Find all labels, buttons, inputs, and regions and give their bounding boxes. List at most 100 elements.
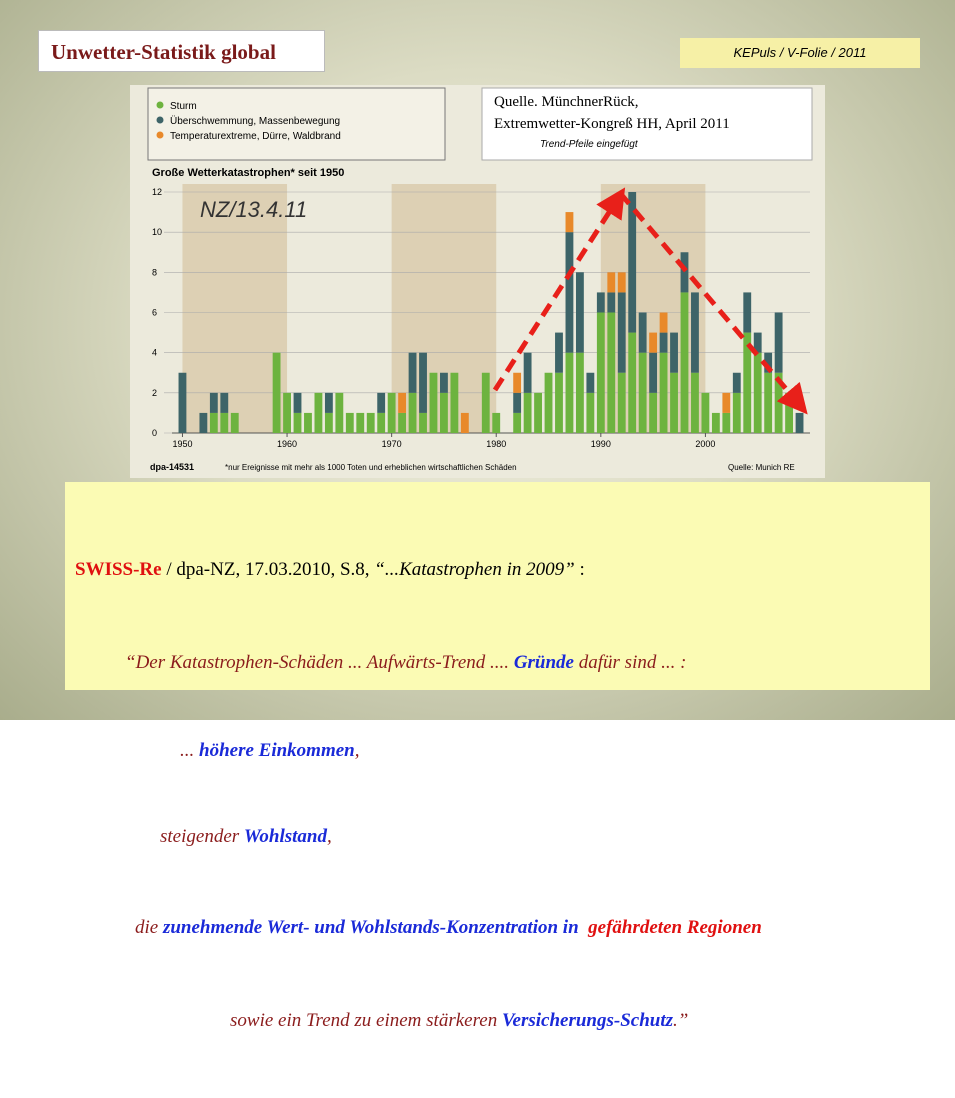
bar-segment	[409, 353, 417, 393]
legend-marker	[157, 117, 164, 124]
y-tick-label: 0	[152, 428, 157, 438]
text: Versicherungs-Schutz	[502, 1010, 673, 1031]
bar-segment	[670, 333, 678, 373]
bar-segment	[524, 393, 532, 433]
text: Wohlstand	[244, 826, 327, 847]
bar-segment	[691, 292, 699, 372]
bar-segment	[681, 252, 689, 292]
bar-segment	[199, 413, 207, 433]
bar-segment	[482, 373, 490, 433]
x-tick-label: 1980	[486, 439, 506, 449]
source-line: Extremwetter-Kongreß HH, April 2011	[494, 116, 730, 132]
bar-segment	[294, 413, 302, 433]
text: ...	[180, 740, 199, 761]
source-name: SWISS-Re	[75, 559, 162, 580]
quote-box: SWISS-Re / dpa-NZ, 17.03.2010, S.8, “...…	[65, 482, 930, 690]
bar-segment	[325, 413, 333, 433]
bar-segment	[566, 353, 574, 433]
bar-segment	[377, 413, 385, 433]
bar-segment	[419, 353, 427, 413]
bar-segment	[649, 393, 657, 433]
text: höhere Einkommen	[199, 740, 355, 761]
source-line: Quelle. MünchnerRück,	[494, 94, 639, 110]
slide-tag: KEPuls / V-Folie / 2011	[680, 38, 920, 68]
text: ,	[327, 826, 332, 847]
x-tick-label: 1960	[277, 439, 297, 449]
quote-line: ... höhere Einkommen,	[75, 740, 920, 762]
quote-line: die zunehmende Wert- und Wohlstands-Konz…	[75, 912, 920, 943]
legend-label: Sturm	[170, 101, 197, 112]
bar-segment	[325, 393, 333, 413]
bar-segment	[660, 313, 668, 333]
bar-segment	[618, 292, 626, 372]
bar-segment	[430, 373, 438, 433]
y-tick-label: 8	[152, 267, 157, 277]
bar-segment	[398, 393, 406, 413]
bar-segment	[409, 393, 417, 433]
bar-segment	[649, 353, 657, 393]
text: gefährdeten Regionen	[588, 917, 762, 938]
bar-segment	[628, 333, 636, 433]
bar-segment	[639, 353, 647, 433]
bar-segment	[304, 413, 312, 433]
text: :	[575, 559, 585, 580]
bar-segment	[545, 373, 553, 433]
bar-segment	[754, 353, 762, 433]
bar-segment	[733, 373, 741, 393]
bar-segment	[346, 413, 354, 433]
footer-right: Quelle: Munich RE	[728, 463, 795, 472]
bar-segment	[691, 373, 699, 433]
text: “Der Katastrophen-Schäden ... Aufwärts-T…	[125, 652, 514, 673]
x-tick-label: 1970	[382, 439, 402, 449]
bar-segment	[576, 272, 584, 352]
bar-segment	[618, 272, 626, 292]
x-tick-label: 1990	[591, 439, 611, 449]
y-tick-label: 4	[152, 348, 157, 358]
footnote: *nur Ereignisse mit mehr als 1000 Toten …	[225, 463, 517, 472]
text: Gründe	[514, 652, 574, 673]
bar-segment	[743, 292, 751, 332]
bar-segment	[607, 292, 615, 312]
bar-segment	[649, 333, 657, 353]
bar-segment	[513, 393, 521, 413]
text: sowie ein Trend zu einem stärkeren	[230, 1010, 502, 1031]
bar-segment	[210, 413, 218, 433]
text: dafür sind ... :	[574, 652, 686, 673]
text: / dpa-NZ, 17.03.2010, S.8,	[162, 559, 375, 580]
slide: Unwetter-Statistik global KEPuls / V-Fol…	[0, 0, 955, 720]
bar-segment	[566, 212, 574, 232]
y-tick-label: 10	[152, 227, 162, 237]
bar-segment	[597, 313, 605, 434]
legend-marker	[157, 132, 164, 139]
bar-segment	[775, 313, 783, 373]
quote-line: steigender Wohlstand,	[75, 824, 920, 850]
bar-segment	[722, 413, 730, 433]
y-tick-label: 12	[152, 187, 162, 197]
legend-label: Überschwemmung, Massenbewegung	[170, 115, 340, 127]
bar-segment	[440, 393, 448, 433]
bar-segment	[231, 413, 239, 433]
text: steigender	[160, 826, 244, 847]
bar-segment	[513, 373, 521, 393]
bar-segment	[524, 353, 532, 393]
bar-segment	[450, 373, 458, 433]
source-note: Trend-Pfeile eingefügt	[540, 139, 639, 150]
bar-segment	[597, 292, 605, 312]
bar-segment	[712, 413, 720, 433]
bar-segment	[492, 413, 500, 433]
text: “...Katastrophen in 2009”	[374, 559, 574, 580]
bar-segment	[586, 393, 594, 433]
bar-segment	[681, 292, 689, 433]
bar-segment	[576, 353, 584, 433]
chart: Quelle. MünchnerRück, Extremwetter-Kongr…	[130, 85, 825, 478]
bar-segment	[419, 413, 427, 433]
bar-segment	[388, 393, 396, 433]
text: ,	[355, 740, 360, 761]
bar-segment	[440, 373, 448, 393]
bar-segment	[273, 353, 281, 433]
bar-segment	[294, 393, 302, 413]
legend-label: Temperaturextreme, Dürre, Waldbrand	[170, 131, 341, 142]
bar-segment	[513, 413, 521, 433]
bar-segment	[377, 393, 385, 413]
bar-segment	[796, 413, 804, 433]
